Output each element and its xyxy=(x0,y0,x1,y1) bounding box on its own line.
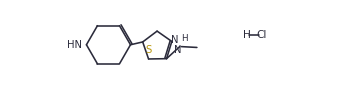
Text: Cl: Cl xyxy=(256,30,267,40)
Text: H: H xyxy=(181,34,188,44)
Text: N: N xyxy=(174,45,182,55)
Text: N: N xyxy=(170,35,178,45)
Text: S: S xyxy=(145,45,152,55)
Text: HN: HN xyxy=(67,40,82,50)
Text: H: H xyxy=(243,30,251,40)
